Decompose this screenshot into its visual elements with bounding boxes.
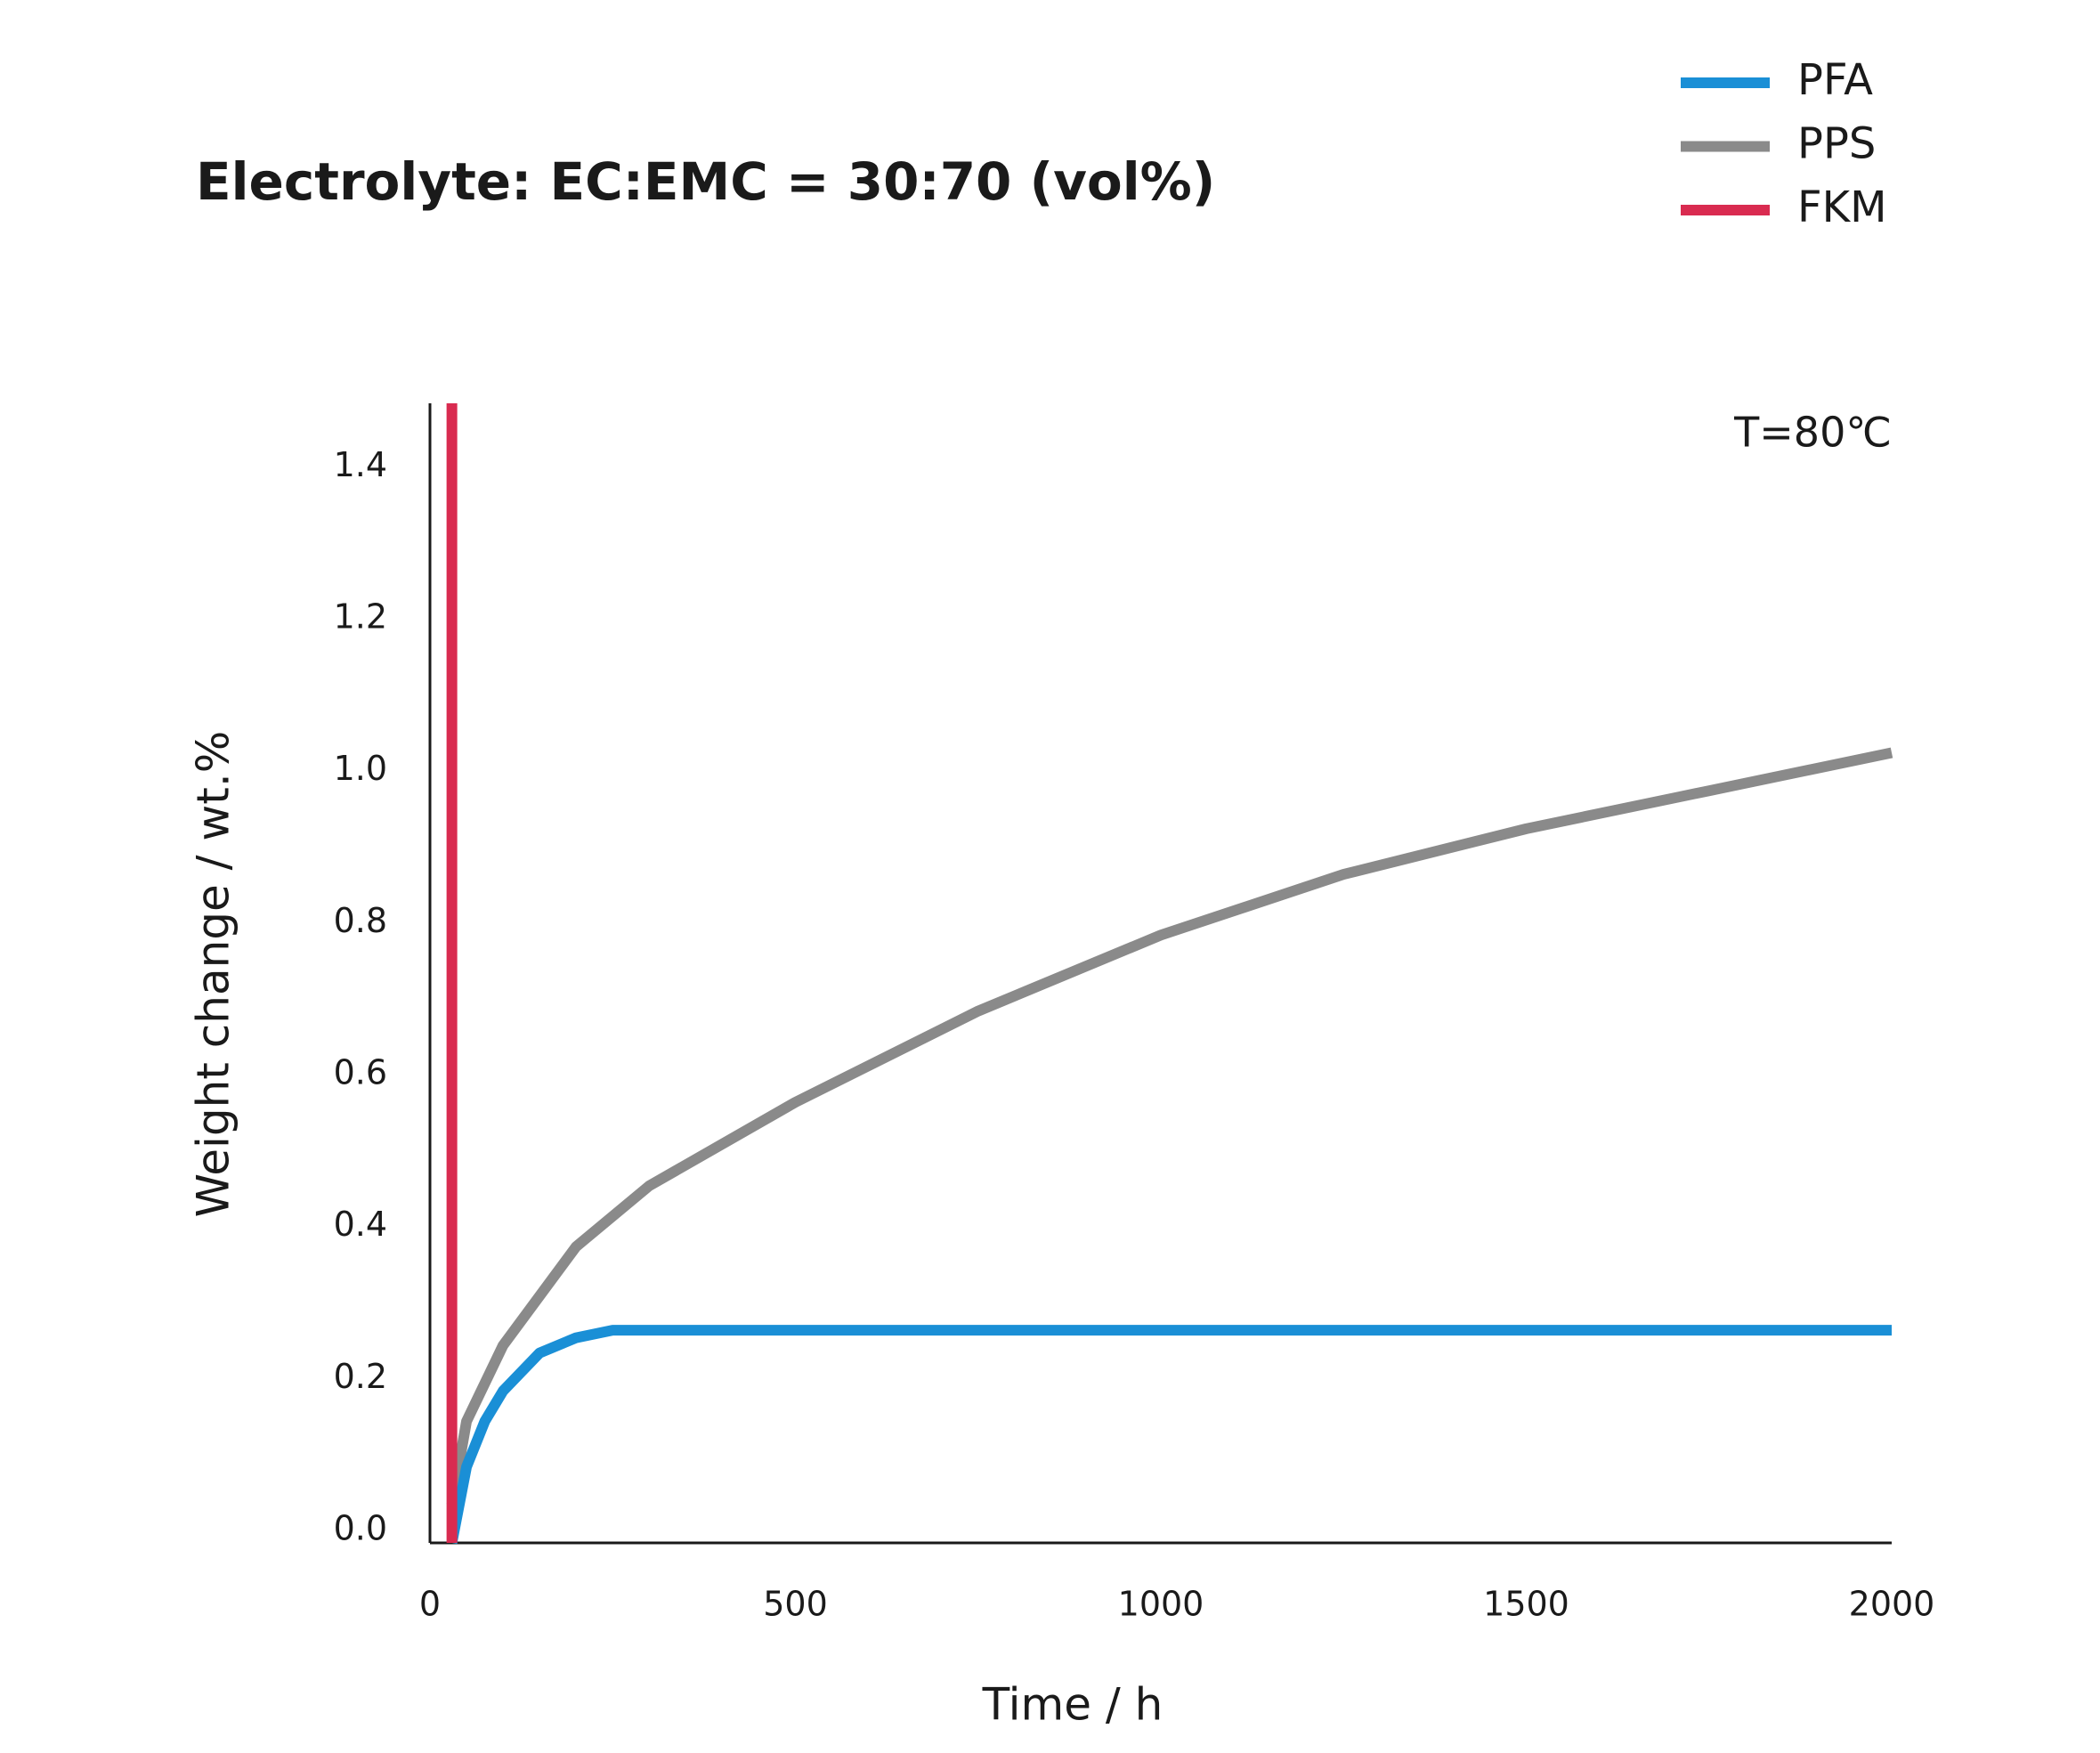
legend-label: PFA bbox=[1797, 55, 1873, 105]
x-tick-label: 2000 bbox=[1849, 1585, 1935, 1624]
y-tick-label: 0.8 bbox=[334, 901, 387, 940]
x-tick-label: 0 bbox=[419, 1585, 441, 1624]
x-tick-label: 500 bbox=[763, 1585, 828, 1624]
series-line bbox=[446, 747, 1893, 1506]
y-tick-label: 0.2 bbox=[334, 1357, 387, 1396]
legend-label: FKM bbox=[1797, 183, 1887, 232]
y-tick-label: 1.4 bbox=[334, 445, 387, 484]
y-tick-label: 0.4 bbox=[334, 1205, 387, 1244]
x-axis-label: Time / h bbox=[982, 1679, 1164, 1731]
chart-title: Electrolyte: EC:EMC = 30:70 (vol%) bbox=[196, 151, 1215, 212]
legend-label: PPS bbox=[1797, 119, 1876, 169]
y-tick-label: 1.0 bbox=[334, 749, 387, 788]
series-line bbox=[446, 1325, 1892, 1545]
y-axis-label: Weight change / wt.% bbox=[188, 731, 239, 1218]
x-tick-label: 1000 bbox=[1118, 1585, 1204, 1624]
y-tick-label: 1.2 bbox=[334, 597, 387, 637]
annotation: T=80℃ bbox=[1733, 409, 1892, 457]
y-tick-label: 0.0 bbox=[334, 1509, 387, 1548]
y-tick-label: 0.6 bbox=[334, 1053, 387, 1092]
x-tick-label: 1500 bbox=[1483, 1585, 1569, 1624]
